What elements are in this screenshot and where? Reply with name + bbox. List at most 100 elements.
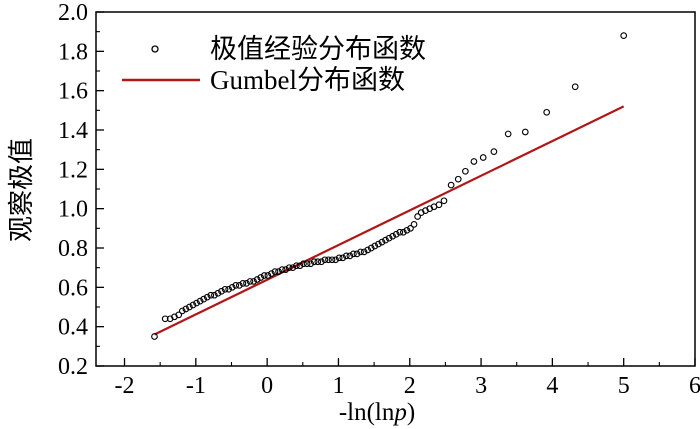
empirical-point <box>385 234 393 242</box>
empirical-point <box>364 246 372 254</box>
empirical-point <box>392 230 400 238</box>
empirical-point <box>235 282 243 289</box>
empirical-point <box>307 260 314 268</box>
empirical-point <box>221 285 229 293</box>
empirical-point <box>435 201 443 209</box>
empirical-point <box>367 244 375 252</box>
series-layer <box>151 32 628 340</box>
x-tick-label: 1 <box>332 373 344 399</box>
empirical-point <box>211 291 218 299</box>
empirical-point <box>571 83 579 91</box>
empirical-point <box>396 228 404 236</box>
empirical-point <box>543 108 551 116</box>
empirical-point <box>271 268 279 275</box>
empirical-point <box>325 256 332 264</box>
empirical-point <box>196 297 204 305</box>
empirical-point <box>317 258 325 266</box>
x-tick-label: 2 <box>404 373 416 399</box>
empirical-point <box>378 238 386 246</box>
empirical-point <box>382 236 389 244</box>
y-tick-label: 0.2 <box>58 354 88 380</box>
y-tick-label: 1.2 <box>58 157 88 183</box>
empirical-point <box>462 167 469 175</box>
empirical-point <box>250 278 257 285</box>
y-tick-label: 0.8 <box>58 236 88 262</box>
y-tick-label: 1.4 <box>58 118 88 144</box>
empirical-point <box>296 262 304 270</box>
empirical-point <box>246 278 254 285</box>
empirical-point <box>357 248 364 256</box>
empirical-point <box>389 232 396 240</box>
empirical-point <box>293 262 300 270</box>
empirical-point <box>182 305 190 313</box>
x-tick-labels: -2 -1 0 1 2 3 4 5 6 <box>115 373 700 399</box>
legend-marker-scatter <box>151 45 159 53</box>
legend-label-scatter: 极值经验分布函数 <box>210 34 426 64</box>
empirical-point <box>232 282 240 289</box>
empirical-point <box>300 260 307 268</box>
empirical-point <box>470 158 478 165</box>
legend: 极值经验分布函数 Gumbel分布函数 <box>122 34 426 95</box>
empirical-point <box>151 333 158 340</box>
empirical-point <box>314 258 322 266</box>
empirical-point <box>360 248 368 256</box>
empirical-point <box>275 268 282 275</box>
x-axis-title-prefix: -ln(ln <box>339 399 395 426</box>
x-tick-label: -1 <box>186 373 206 399</box>
y-tick-label: 1.8 <box>58 39 88 65</box>
empirical-point <box>335 254 343 262</box>
x-tick-label: 4 <box>546 373 558 399</box>
empirical-point <box>225 285 232 293</box>
empirical-point <box>490 148 498 155</box>
x-tick-label: 6 <box>689 373 700 399</box>
empirical-point <box>228 283 236 291</box>
y-tick-label: 0.6 <box>58 275 88 301</box>
empirical-point <box>257 274 265 281</box>
y-tick-label: 1.6 <box>58 79 88 105</box>
empirical-point <box>521 128 529 136</box>
empirical-point <box>454 175 462 183</box>
y-tick-label: 1.0 <box>58 197 88 223</box>
empirical-point <box>218 287 225 295</box>
empirical-point <box>260 272 268 279</box>
empirical-point <box>289 264 297 272</box>
x-tick-label: -2 <box>115 373 135 399</box>
x-tick-label: 5 <box>618 373 630 399</box>
empirical-point <box>328 256 336 264</box>
empirical-point <box>410 221 418 228</box>
empirical-point <box>353 250 361 258</box>
empirical-point <box>310 258 318 266</box>
x-axis-title: -ln(lnp) <box>339 399 415 426</box>
empirical-point <box>264 272 272 279</box>
empirical-point <box>243 280 250 287</box>
empirical-point <box>239 280 247 287</box>
y-tick-label: 2.0 <box>58 0 88 26</box>
empirical-point <box>268 270 275 277</box>
axis-ticks <box>96 11 696 367</box>
empirical-point <box>447 181 455 189</box>
empirical-point <box>285 264 293 272</box>
x-axis-title-suffix: ) <box>407 399 415 426</box>
empirical-point <box>339 254 347 262</box>
x-tick-label: 3 <box>475 373 487 399</box>
legend-label-line: Gumbel分布函数 <box>210 65 405 95</box>
empirical-point <box>253 276 261 283</box>
empirical-point <box>189 301 197 309</box>
empirical-point <box>303 260 311 268</box>
empirical-point <box>178 307 186 315</box>
empirical-point <box>332 256 339 264</box>
empirical-point <box>186 303 193 311</box>
gumbel-fit-line <box>153 105 625 336</box>
empirical-point <box>203 293 211 301</box>
empirical-point <box>161 315 169 323</box>
empirical-point <box>346 252 354 260</box>
empirical-point <box>207 291 215 299</box>
empirical-point <box>414 213 421 220</box>
y-tick-labels: 0.2 0.4 0.6 0.8 1.0 1.2 1.4 1.6 1.8 2.0 <box>58 0 88 380</box>
empirical-point <box>175 311 183 319</box>
y-tick-label: 0.4 <box>58 315 88 341</box>
empirical-point <box>504 130 512 138</box>
y-axis-title: 观察极值 <box>7 138 37 242</box>
empirical-point <box>403 226 411 234</box>
